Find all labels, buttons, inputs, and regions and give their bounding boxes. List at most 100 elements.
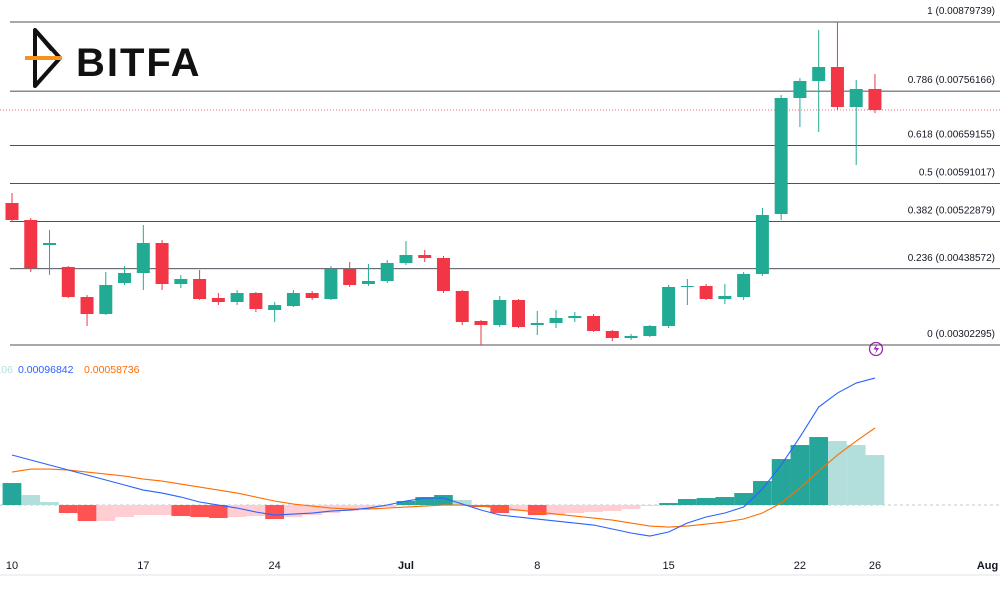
histogram-bar [527, 505, 547, 516]
candle-body [136, 243, 150, 274]
candle-body [5, 202, 19, 220]
candle-body [718, 296, 732, 300]
event-icon-bolt[interactable] [873, 344, 880, 354]
histogram-bar [359, 505, 378, 510]
x-tick-label: 10 [6, 560, 18, 572]
fib-label: 0 (0.00302295) [927, 329, 995, 340]
histogram-bar [302, 505, 322, 516]
histogram-bar [321, 505, 341, 514]
fib-label: 1 (0.00879739) [927, 6, 995, 17]
histogram-bar [490, 505, 510, 514]
histogram-bar [659, 503, 678, 506]
candle-body [793, 80, 807, 98]
histogram-bar [21, 495, 41, 506]
histogram-bar [96, 505, 116, 522]
macd-line [11, 377, 876, 537]
candle-body [61, 267, 75, 298]
x-tick-label: Aug [977, 560, 998, 572]
histogram-bar [452, 500, 472, 506]
logo: BITFA [25, 28, 200, 88]
x-tick-label: 8 [534, 560, 540, 572]
candle-body [211, 297, 225, 303]
histogram-bar [208, 505, 228, 519]
histogram-bar [602, 505, 622, 512]
histogram-bar [640, 505, 660, 507]
candle-body [24, 219, 38, 268]
candle-body [474, 321, 488, 326]
candle-body [343, 269, 357, 285]
candle-body [193, 279, 207, 300]
candle-body [286, 293, 300, 307]
candle-body [530, 323, 544, 326]
candle-body [380, 263, 394, 281]
histogram-bar [846, 445, 866, 506]
candle-body [512, 300, 526, 328]
histogram-bar [677, 499, 697, 506]
histogram-bar [377, 505, 397, 508]
fib-label: 0.382 (0.00522879) [908, 206, 995, 217]
fib-label: 0.618 (0.00659155) [908, 129, 995, 140]
histogram-bar [190, 505, 209, 518]
candle-body [737, 274, 751, 298]
fib-label: 0.236 (0.00438572) [908, 253, 995, 264]
x-tick-label: 26 [869, 560, 881, 572]
histogram-bar [171, 505, 191, 517]
x-tick-label: 17 [137, 560, 149, 572]
candle-body [662, 287, 676, 327]
histogram-bar [715, 497, 735, 506]
histogram-bar [246, 505, 266, 517]
candle-body [549, 318, 563, 324]
histogram-bar [284, 505, 303, 518]
histogram-bar [396, 501, 416, 506]
histogram-bar [58, 505, 78, 514]
candle-body [493, 300, 507, 326]
x-tick-label: 15 [662, 560, 674, 572]
logo-icon [33, 28, 54, 52]
candle-body [361, 280, 375, 285]
histogram-bar [790, 445, 810, 506]
histogram-bar [152, 505, 172, 516]
candle-body [324, 269, 338, 300]
signal-line [11, 427, 876, 528]
candle-body [868, 89, 882, 111]
histogram-bar [621, 505, 641, 510]
candle-body [774, 97, 788, 215]
candle-body [755, 215, 769, 275]
readout-signal: 0.00058736 [84, 364, 140, 376]
x-tick-label: 24 [269, 560, 281, 572]
histogram-bar [40, 502, 59, 506]
histogram-bar [340, 505, 360, 512]
x-tick-label: 22 [794, 560, 806, 572]
fib-label: 0.5 (0.00591017) [919, 168, 995, 179]
candle-body [699, 286, 713, 300]
histogram-bar [77, 505, 97, 522]
x-tick-label: Jul [398, 560, 414, 572]
histogram-bar [828, 441, 847, 506]
candle-body [680, 286, 694, 288]
histogram-bar [2, 483, 22, 506]
candle-body [643, 326, 657, 337]
candle-body [155, 243, 169, 285]
candle-body [830, 67, 844, 107]
candle-body [80, 297, 94, 315]
candle-body [568, 315, 582, 319]
candle-body [849, 89, 863, 107]
readout-histogram: 106 [0, 364, 13, 376]
histogram-bar [865, 455, 885, 506]
candle-body [399, 254, 413, 264]
candle-body [249, 293, 263, 310]
histogram-bar [227, 505, 247, 518]
candle-body [605, 331, 619, 339]
histogram-bar [584, 505, 603, 513]
candle-body [268, 305, 282, 311]
candle-body [436, 258, 450, 292]
candle-body [624, 336, 638, 339]
histogram-bar [565, 505, 585, 514]
candle-body [174, 279, 188, 285]
candle-body [230, 293, 244, 303]
candle-body [418, 254, 432, 259]
candle-body [587, 315, 601, 332]
candle-body [118, 273, 132, 284]
